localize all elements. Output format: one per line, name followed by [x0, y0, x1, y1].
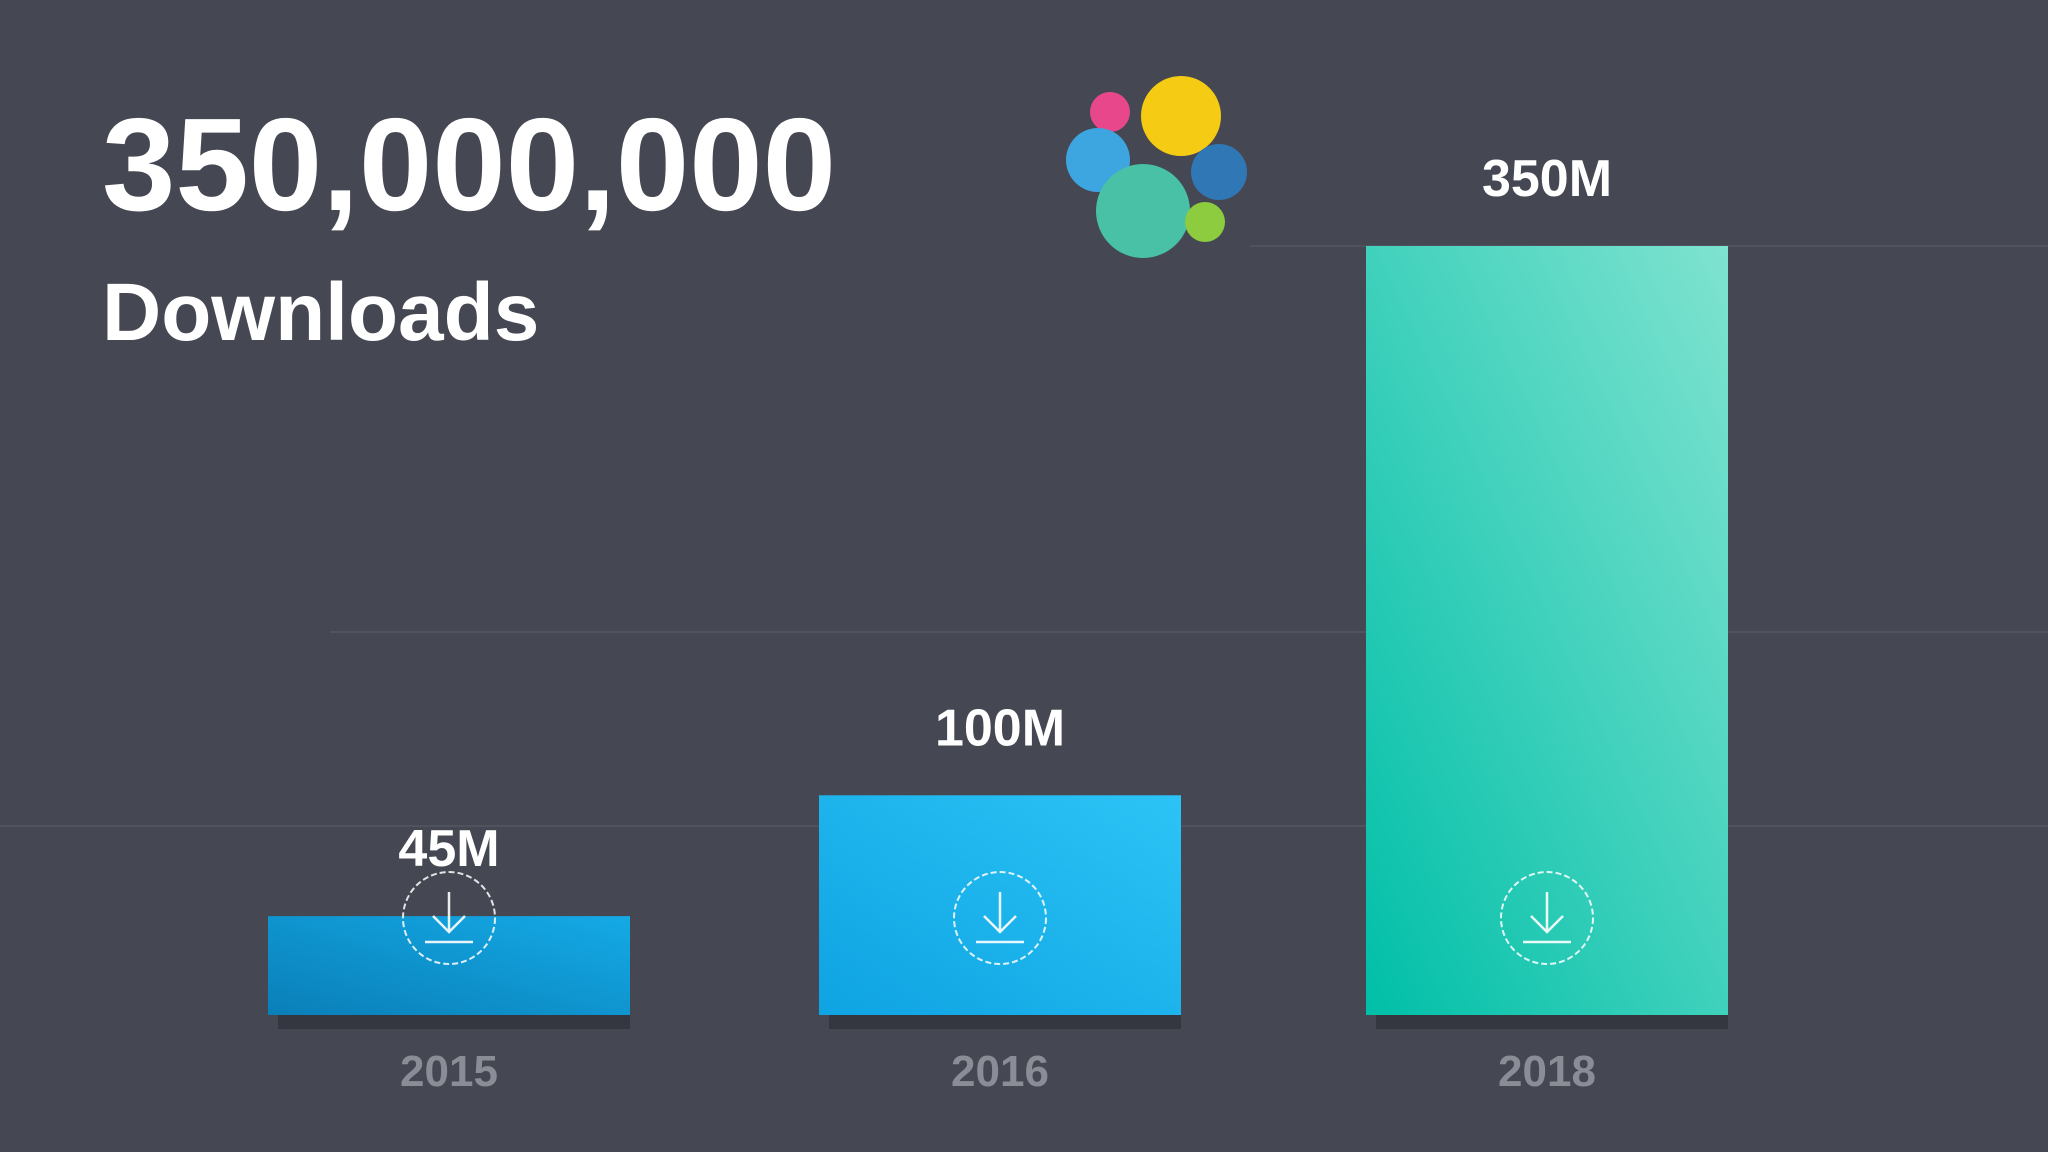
download-icon	[402, 871, 496, 965]
logo	[1066, 76, 1247, 258]
x-tick-label: 2016	[951, 1047, 1049, 1096]
bar-shadow	[1376, 1015, 1728, 1029]
logo-part	[1141, 76, 1221, 156]
download-icon	[425, 892, 473, 944]
value-label: 100M	[935, 699, 1065, 757]
bar	[1366, 246, 1728, 1015]
download-icon	[953, 871, 1047, 965]
download-icon	[1500, 871, 1594, 965]
x-tick-label: 2018	[1498, 1047, 1596, 1096]
value-label: 350M	[1482, 150, 1612, 208]
title: 350,000,000	[102, 91, 836, 238]
logo-part	[1090, 92, 1130, 132]
download-icon	[1523, 892, 1571, 944]
bar-shadow	[278, 1015, 630, 1029]
logo-part	[1185, 202, 1225, 242]
value-label: 45M	[398, 820, 499, 878]
logo-part	[1096, 164, 1190, 258]
subtitle: Downloads	[102, 267, 539, 358]
bar-shadow	[829, 1015, 1181, 1029]
x-tick-label: 2015	[400, 1047, 498, 1096]
logo-part	[1191, 144, 1247, 200]
download-icon	[976, 892, 1024, 944]
